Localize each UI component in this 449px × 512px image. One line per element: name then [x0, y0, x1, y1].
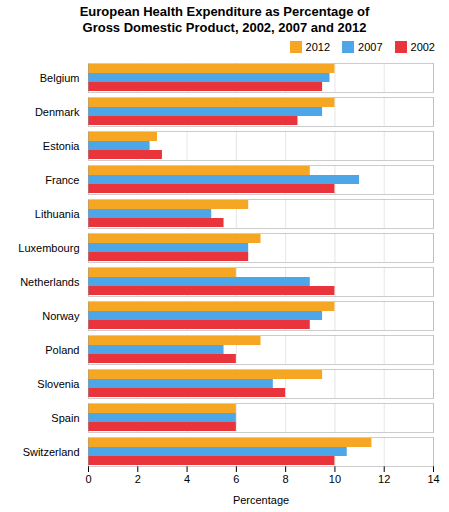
svg-text:Slovenia: Slovenia — [37, 377, 80, 389]
svg-text:Poland: Poland — [45, 343, 79, 355]
svg-text:Belgium: Belgium — [40, 71, 80, 83]
svg-text:0: 0 — [85, 473, 91, 485]
svg-text:Estonia: Estonia — [43, 139, 81, 151]
html-text:2012: 2012 — [305, 40, 330, 53]
svg-text:4: 4 — [184, 473, 190, 485]
svg-text:Netherlands: Netherlands — [20, 275, 80, 287]
svg-text:12: 12 — [378, 473, 390, 485]
svg-text:14: 14 — [427, 473, 439, 485]
svg-text:6: 6 — [233, 473, 239, 485]
svg-text:Lithuania: Lithuania — [35, 207, 81, 219]
html-text:European Health Expenditure as: European Health Expenditure as Percentag… — [79, 4, 370, 36]
svg-text:France: France — [45, 173, 79, 185]
svg-text:Luxembourg: Luxembourg — [18, 241, 79, 253]
svg-text:Switzerland: Switzerland — [23, 445, 80, 457]
svg-text:Denmark: Denmark — [35, 105, 80, 117]
svg-text:10: 10 — [329, 473, 341, 485]
html-text:2007: 2007 — [358, 40, 383, 53]
svg-text:Norway: Norway — [42, 309, 80, 321]
svg-text:2: 2 — [135, 473, 141, 485]
svg-text:Percentage: Percentage — [233, 493, 289, 505]
html-text:2002: 2002 — [410, 40, 435, 53]
svg-text:8: 8 — [283, 473, 289, 485]
svg-text:Spain: Spain — [51, 411, 79, 423]
